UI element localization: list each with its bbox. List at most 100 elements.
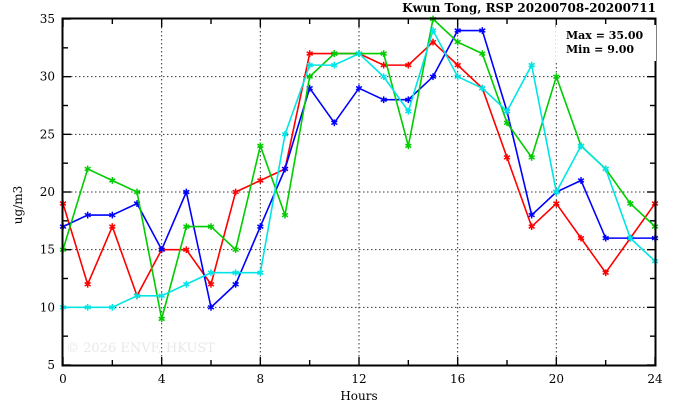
plot-frame — [61, 17, 657, 367]
data-point-marker — [405, 61, 412, 69]
data-point-marker — [429, 38, 437, 46]
data-point-marker — [183, 188, 190, 196]
data-point-marker — [331, 119, 338, 127]
data-point-marker — [109, 223, 116, 230]
data-point-marker — [232, 280, 239, 288]
data-point-marker — [232, 188, 239, 196]
data-point-marker — [109, 177, 116, 184]
x-tick-label: 4 — [158, 372, 166, 386]
x-tick-label: 20 — [549, 372, 564, 386]
data-point-marker — [207, 303, 215, 311]
data-point-marker — [405, 107, 412, 115]
data-point-marker — [627, 234, 634, 242]
legend-min-label: Min = 9.00 — [566, 43, 634, 56]
data-point-marker — [257, 177, 264, 184]
data-point-marker — [281, 165, 289, 173]
data-point-marker — [306, 50, 313, 57]
data-point-marker — [454, 38, 461, 46]
data-point-marker — [257, 269, 264, 277]
series-20200711 — [59, 27, 659, 311]
data-point-marker — [207, 223, 215, 230]
legend-max-label: Max = 35.00 — [566, 29, 644, 42]
data-point-marker — [84, 303, 91, 311]
data-point-marker — [405, 96, 412, 104]
data-point-marker — [380, 96, 387, 104]
data-point-marker — [183, 246, 190, 254]
y-tick-label: 10 — [40, 300, 55, 314]
data-point-marker — [553, 200, 560, 207]
data-point-marker — [503, 154, 511, 161]
data-point-marker — [577, 142, 585, 150]
data-point-marker — [183, 280, 190, 288]
data-point-marker — [454, 61, 461, 69]
data-point-marker — [454, 27, 461, 34]
data-point-marker — [528, 223, 535, 230]
data-point-marker — [577, 234, 585, 242]
data-point-marker — [577, 177, 585, 184]
y-tick-label: 15 — [40, 243, 55, 257]
axis-labels: 0 4 8 12 16 20 24 5 10 15 20 25 30 35 — [40, 12, 663, 386]
data-point-marker — [232, 246, 239, 254]
data-point-marker — [281, 130, 289, 138]
data-point-marker — [133, 292, 141, 300]
data-point-marker — [257, 142, 264, 150]
data-point-marker — [183, 223, 190, 230]
data-point-marker — [355, 84, 363, 92]
data-point-marker — [306, 73, 313, 81]
data-point-marker — [380, 73, 387, 81]
data-point-marker — [207, 280, 215, 288]
data-point-marker — [84, 280, 91, 288]
data-point-marker — [602, 165, 609, 173]
data-point-marker — [405, 142, 412, 150]
x-tick-label: 12 — [351, 372, 366, 386]
chart-title: Kwun Tong, RSP 20200708-20200711 — [402, 1, 656, 15]
data-point-marker — [257, 223, 264, 230]
data-point-marker — [429, 27, 437, 34]
y-tick-label: 20 — [40, 185, 55, 199]
data-point-marker — [602, 234, 609, 242]
data-point-marker — [109, 303, 116, 311]
data-point-marker — [109, 211, 116, 219]
x-tick-label: 16 — [450, 372, 465, 386]
data-point-marker — [503, 107, 511, 115]
data-point-marker — [503, 119, 511, 127]
data-point-marker — [627, 200, 634, 207]
data-point-marker — [553, 73, 560, 81]
data-series-layer — [59, 15, 659, 323]
data-point-marker — [158, 292, 165, 300]
data-point-marker — [528, 211, 535, 219]
data-point-marker — [281, 211, 289, 219]
data-point-marker — [479, 84, 486, 92]
y-tick-label: 5 — [47, 358, 55, 372]
data-point-marker — [133, 188, 141, 196]
y-tick-label: 25 — [40, 127, 55, 141]
data-point-marker — [158, 246, 165, 254]
data-point-marker — [355, 50, 363, 57]
data-point-marker — [479, 27, 486, 34]
legend-background — [556, 25, 656, 61]
data-point-marker — [158, 315, 165, 323]
x-tick-label: 8 — [257, 372, 265, 386]
data-point-marker — [429, 73, 437, 81]
data-point-marker — [553, 188, 560, 196]
data-point-marker — [84, 211, 91, 219]
x-tick-label: 24 — [647, 372, 663, 386]
data-point-marker — [207, 269, 215, 277]
data-point-marker — [331, 61, 338, 69]
data-point-marker — [84, 165, 91, 173]
data-point-marker — [528, 154, 535, 161]
data-point-marker — [306, 61, 313, 69]
data-point-marker — [331, 50, 338, 57]
data-point-marker — [232, 269, 239, 277]
data-point-marker — [479, 50, 486, 57]
data-point-marker — [528, 61, 535, 69]
gridlines — [63, 19, 655, 365]
y-axis-label: ug/m3 — [11, 186, 25, 224]
x-axis-label: Hours — [340, 389, 377, 403]
watermark: © 2026 ENVF, HKUST — [66, 341, 215, 356]
data-point-marker — [380, 50, 387, 57]
data-point-marker — [602, 269, 609, 277]
data-point-marker — [454, 73, 461, 81]
